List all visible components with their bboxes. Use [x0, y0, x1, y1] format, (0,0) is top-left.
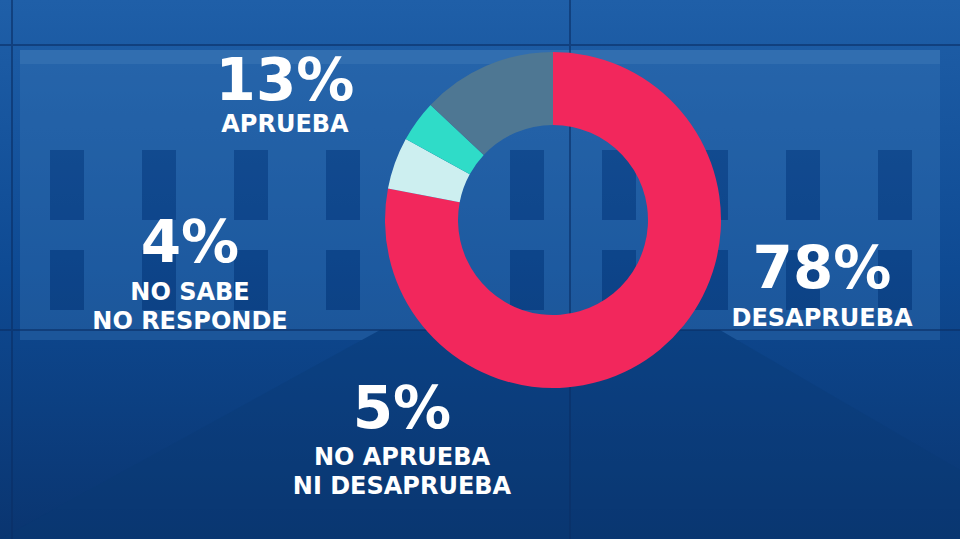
category-label: DESAPRUEBA	[732, 304, 913, 332]
category-label: NO APRUEBANI DESAPRUEBA	[293, 443, 512, 500]
donut	[385, 52, 721, 388]
labels: 78%DESAPRUEBA 5%NO APRUEBANI DESAPRUEBA 4%…	[92, 46, 913, 500]
category-label: APRUEBA	[221, 110, 349, 138]
value-label: 4%	[141, 208, 239, 276]
value-label: 5%	[353, 374, 451, 442]
screen-seams	[0, 0, 960, 539]
chart: 78%DESAPRUEBA 5%NO APRUEBANI DESAPRUEBA 4%…	[0, 0, 960, 539]
background	[0, 0, 960, 539]
donut-slice	[431, 52, 553, 155]
value-label: 13%	[216, 46, 355, 114]
category-label: NO SABENO RESPONDE	[92, 278, 287, 335]
donut-slice	[385, 52, 721, 388]
building	[0, 50, 960, 539]
value-label: 78%	[753, 234, 892, 302]
